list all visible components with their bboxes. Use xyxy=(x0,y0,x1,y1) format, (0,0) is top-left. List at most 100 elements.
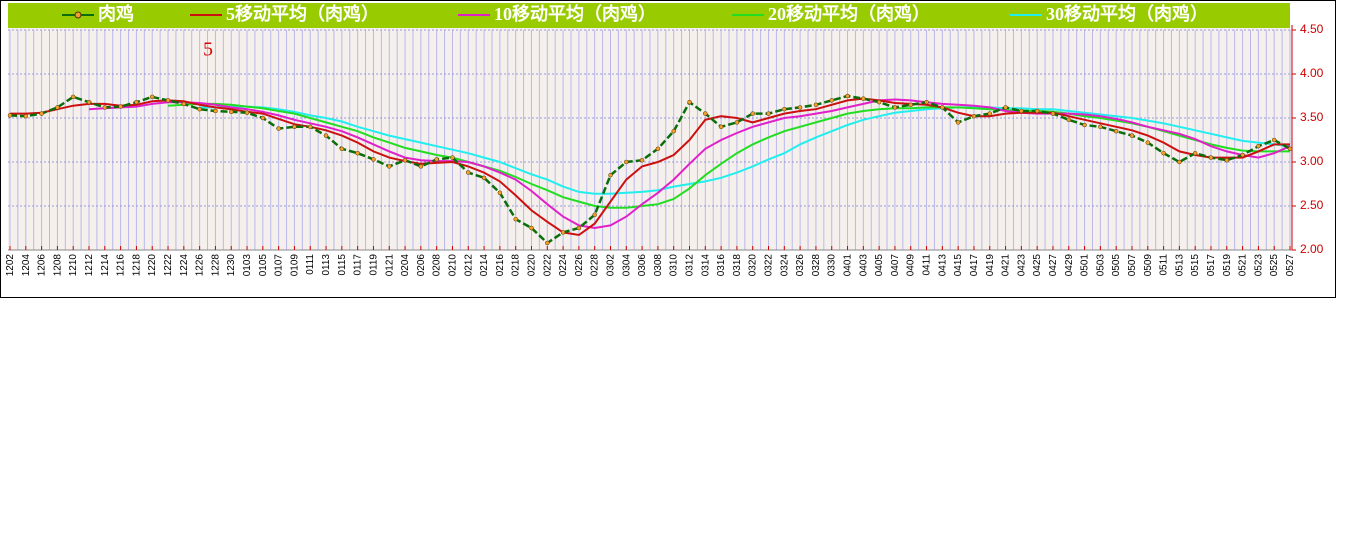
data-point xyxy=(402,157,408,163)
data-point xyxy=(418,164,424,169)
data-point xyxy=(1050,111,1056,116)
data-point xyxy=(782,106,787,112)
x-tick-label: 0507 xyxy=(1127,254,1138,277)
data-point xyxy=(1019,108,1024,114)
x-tick-label: 1230 xyxy=(226,254,237,277)
data-point xyxy=(1177,159,1182,165)
x-tick-label: 0405 xyxy=(874,254,885,277)
data-point xyxy=(86,99,92,105)
x-tick-label: 1212 xyxy=(84,254,95,277)
x-tick-label: 0421 xyxy=(1001,254,1012,277)
x-tick-label: 0316 xyxy=(716,254,727,277)
data-point xyxy=(134,99,139,105)
x-tick-label: 0401 xyxy=(843,254,854,277)
x-tick-label: 0411 xyxy=(922,254,933,276)
x-tick-label: 0425 xyxy=(1032,254,1043,277)
x-tick-label: 0121 xyxy=(384,254,395,277)
data-point xyxy=(971,113,977,119)
data-point xyxy=(1066,117,1072,123)
x-tick-label: 0224 xyxy=(558,254,569,277)
data-point xyxy=(450,155,455,160)
legend-marker xyxy=(74,11,82,19)
x-tick-label: 0228 xyxy=(590,254,601,277)
y-tick-label: 4.50 xyxy=(1300,22,1324,36)
data-point xyxy=(1192,150,1198,156)
data-point xyxy=(529,225,534,231)
x-tick-label: 1208 xyxy=(52,254,63,277)
series-line xyxy=(10,97,1290,237)
x-tick-label: 0427 xyxy=(1048,254,1059,277)
data-point xyxy=(1224,157,1230,163)
x-tick-label: 0304 xyxy=(621,254,632,277)
y-tick-label: 2.50 xyxy=(1300,198,1324,212)
data-point xyxy=(339,146,345,152)
x-tick-label: 0204 xyxy=(400,254,411,277)
data-point xyxy=(1082,122,1087,128)
data-point xyxy=(876,99,882,105)
data-point xyxy=(23,113,29,119)
x-tick-label: 0109 xyxy=(289,254,300,277)
x-tick-label: 0113 xyxy=(321,254,332,276)
data-point xyxy=(655,146,661,152)
data-point xyxy=(987,111,993,116)
data-point xyxy=(1287,146,1293,152)
data-point xyxy=(576,225,582,231)
data-point xyxy=(1145,140,1151,145)
data-point xyxy=(434,157,439,162)
data-point xyxy=(1256,143,1261,149)
data-point xyxy=(7,113,13,118)
data-point xyxy=(1003,105,1008,110)
x-tick-label: 0326 xyxy=(795,254,806,277)
data-point xyxy=(1240,152,1245,158)
x-tick-label: 0220 xyxy=(526,254,537,277)
x-tick-label: 0324 xyxy=(779,254,790,277)
data-point xyxy=(213,108,218,114)
x-tick-label: 1210 xyxy=(68,254,79,277)
x-tick-label: 0409 xyxy=(906,254,917,277)
data-point xyxy=(497,190,503,196)
x-tick-label: 0206 xyxy=(416,254,427,277)
x-tick-label: 1216 xyxy=(116,254,127,277)
y-tick-label: 3.00 xyxy=(1300,154,1324,168)
x-tick-label: 0511 xyxy=(1159,254,1170,276)
x-tick-label: 1204 xyxy=(21,254,32,277)
data-point xyxy=(276,126,281,131)
x-tick-label: 1218 xyxy=(131,254,142,277)
x-tick-label: 0527 xyxy=(1285,254,1296,277)
series-line xyxy=(167,102,1290,209)
x-tick-label: 0503 xyxy=(1095,254,1106,277)
data-point xyxy=(718,124,724,130)
data-point xyxy=(323,133,329,138)
x-tick-label: 0521 xyxy=(1238,254,1249,277)
data-point xyxy=(750,111,755,116)
x-tick-label: 0322 xyxy=(764,254,775,277)
x-tick-label: 0105 xyxy=(258,254,269,277)
data-point xyxy=(387,164,392,169)
data-point xyxy=(39,111,44,116)
data-point xyxy=(813,102,819,108)
data-point xyxy=(228,109,234,115)
data-point xyxy=(149,94,155,100)
series-line xyxy=(88,98,1291,230)
x-tick-label: 0429 xyxy=(1064,254,1075,277)
x-tick-label: 0117 xyxy=(353,254,364,276)
data-point xyxy=(829,98,834,103)
data-point xyxy=(1208,155,1214,160)
annotation: 5 xyxy=(203,39,213,61)
x-tick-label: 1214 xyxy=(100,254,111,277)
x-tick-label: 1226 xyxy=(195,254,206,277)
y-tick-label: 3.50 xyxy=(1300,110,1324,124)
x-tick-label: 1228 xyxy=(210,254,221,277)
data-point xyxy=(244,110,250,115)
data-point xyxy=(734,120,740,125)
x-tick-label: 0226 xyxy=(574,254,585,277)
legend-label: 5移动平均（肉鸡） xyxy=(226,3,379,24)
x-tick-label: 0222 xyxy=(542,254,553,277)
data-point xyxy=(560,230,566,235)
x-tick-label: 0308 xyxy=(653,254,664,277)
x-tick-label: 0210 xyxy=(447,254,458,277)
data-point xyxy=(545,240,550,246)
x-tick-label: 0314 xyxy=(700,254,711,277)
data-point xyxy=(118,104,123,109)
x-tick-label: 0515 xyxy=(1190,254,1201,277)
